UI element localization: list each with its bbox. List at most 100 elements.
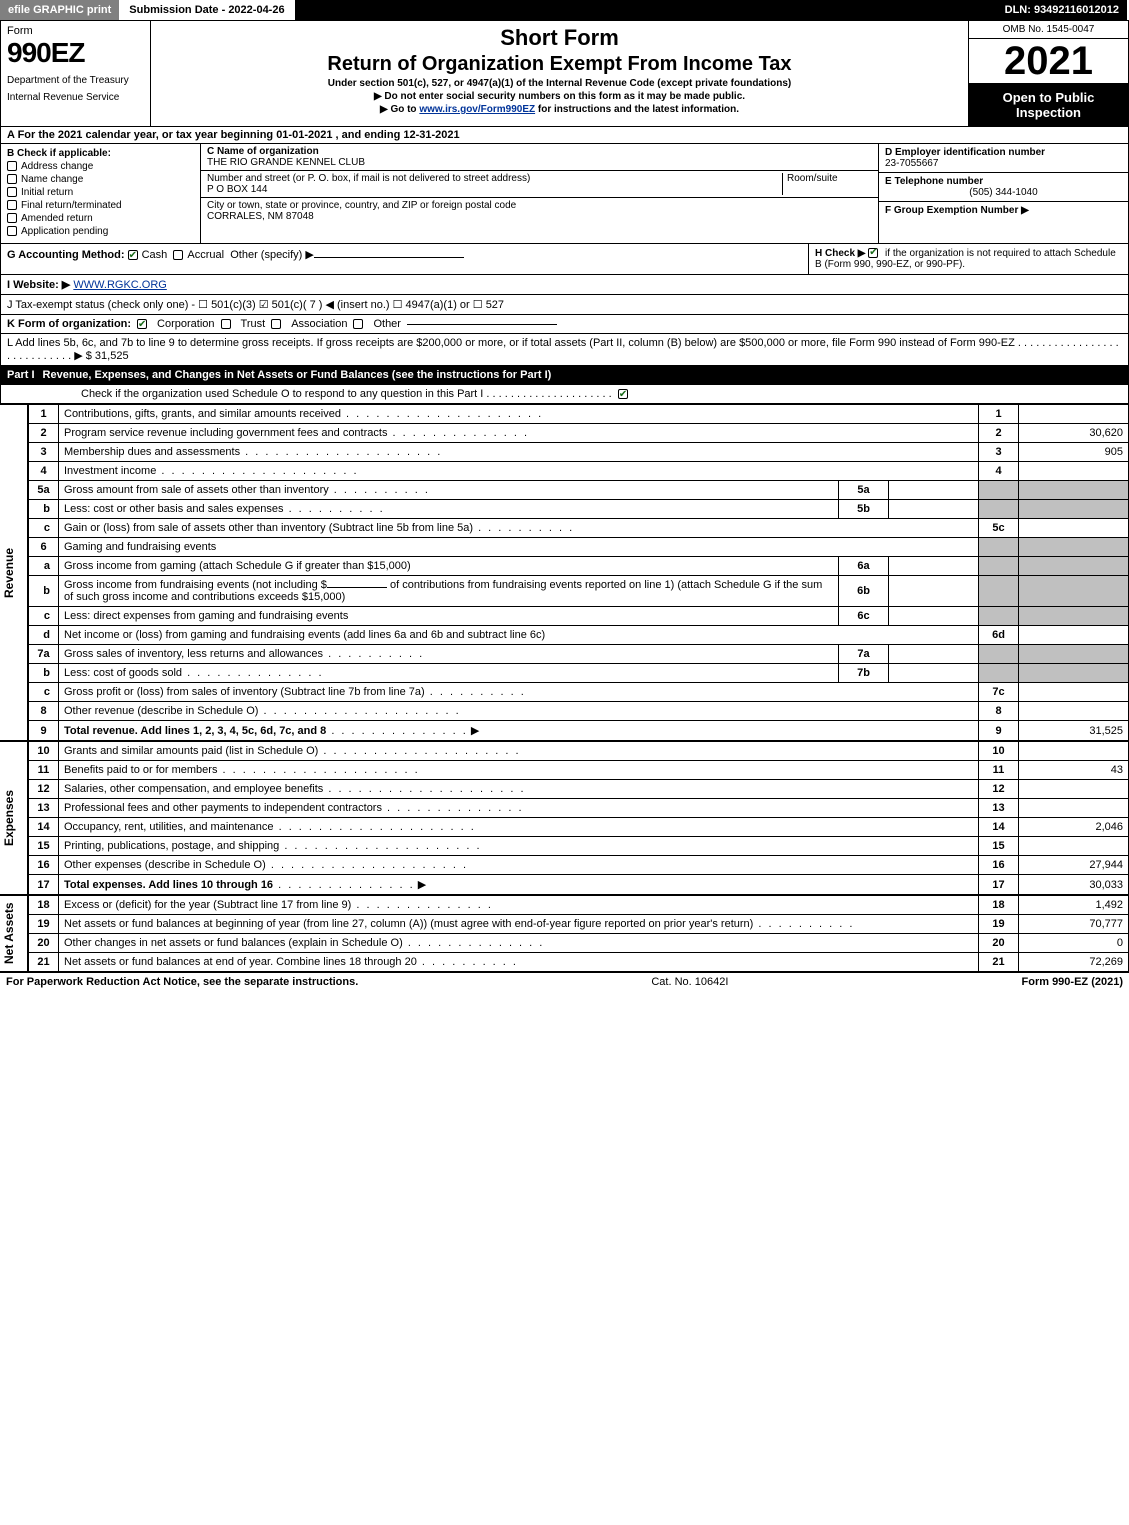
org-name: THE RIO GRANDE KENNEL CLUB	[207, 157, 872, 168]
line-13: 13Professional fees and other payments t…	[29, 799, 1129, 818]
open-to-public: Open to Public Inspection	[969, 84, 1128, 126]
line-5c: cGain or (loss) from sale of assets othe…	[29, 519, 1129, 538]
chk-h-not-required[interactable]	[868, 248, 878, 258]
k-label: K Form of organization:	[7, 318, 131, 330]
form-header: Form 990EZ Department of the Treasury In…	[0, 20, 1129, 127]
expenses-side-label: Expenses	[0, 741, 28, 895]
info-block: B Check if applicable: Address change Na…	[0, 144, 1129, 244]
chk-final-return[interactable]: Final return/terminated	[7, 200, 194, 211]
part1-check-line: Check if the organization used Schedule …	[0, 385, 1129, 404]
line-3: 3Membership dues and assessments3905	[29, 443, 1129, 462]
goto-pre: ▶ Go to	[380, 104, 419, 115]
efile-label[interactable]: efile GRAPHIC print	[0, 0, 121, 20]
row-i-website: I Website: ▶ WWW.RGKC.ORG	[0, 275, 1129, 295]
goto-link[interactable]: www.irs.gov/Form990EZ	[419, 104, 535, 115]
row-j-tax-exempt: J Tax-exempt status (check only one) - ☐…	[0, 295, 1129, 315]
line-8: 8Other revenue (describe in Schedule O)8	[29, 702, 1129, 721]
col-def: D Employer identification number 23-7055…	[878, 144, 1128, 243]
line-5b: bLess: cost or other basis and sales exp…	[29, 500, 1129, 519]
other-org-blank	[407, 324, 557, 325]
org-name-row: C Name of organization THE RIO GRANDE KE…	[201, 144, 878, 171]
org-addr: P O BOX 144	[207, 184, 782, 195]
line-9: 9Total revenue. Add lines 1, 2, 3, 4, 5c…	[29, 721, 1129, 741]
line-6: 6Gaming and fundraising events	[29, 538, 1129, 557]
line-7b: bLess: cost of goods sold7b	[29, 664, 1129, 683]
expenses-table: 10Grants and similar amounts paid (list …	[28, 741, 1129, 895]
footer-right: Form 990-EZ (2021)	[1022, 976, 1124, 988]
line-12: 12Salaries, other compensation, and empl…	[29, 780, 1129, 799]
net-assets-side-label: Net Assets	[0, 895, 28, 972]
line-5a: 5aGross amount from sale of assets other…	[29, 481, 1129, 500]
row-h: H Check ▶ if the organization is not req…	[808, 244, 1128, 274]
chk-application-pending[interactable]: Application pending	[7, 226, 194, 237]
website-link[interactable]: WWW.RGKC.ORG	[73, 279, 167, 291]
form-word: Form	[7, 25, 144, 37]
line-4: 4Investment income4	[29, 462, 1129, 481]
dept-treasury: Department of the Treasury	[7, 75, 144, 86]
return-title: Return of Organization Exempt From Incom…	[159, 53, 960, 76]
line-6a: aGross income from gaming (attach Schedu…	[29, 557, 1129, 576]
net-assets-section: Net Assets 18Excess or (deficit) for the…	[0, 895, 1129, 972]
chk-address-change[interactable]: Address change	[7, 161, 194, 172]
line-17: 17Total expenses. Add lines 10 through 1…	[29, 875, 1129, 895]
net-assets-table: 18Excess or (deficit) for the year (Subt…	[28, 895, 1129, 972]
topbar-spacer	[295, 0, 997, 20]
chk-cash[interactable]	[128, 250, 138, 260]
part1-header: Part I Revenue, Expenses, and Changes in…	[0, 366, 1129, 385]
footer-catno: Cat. No. 10642I	[358, 976, 1021, 988]
revenue-section: Revenue 1Contributions, gifts, grants, a…	[0, 404, 1129, 741]
row-l-gross-receipts: L Add lines 5b, 6c, and 7b to line 9 to …	[0, 334, 1129, 366]
chk-name-change[interactable]: Name change	[7, 174, 194, 185]
revenue-side-label: Revenue	[0, 404, 28, 741]
org-city-row: City or town, state or province, country…	[201, 198, 878, 224]
header-center: Short Form Return of Organization Exempt…	[151, 21, 968, 126]
tax-year: 2021	[969, 39, 1128, 84]
line-11: 11Benefits paid to or for members1143	[29, 761, 1129, 780]
line-6b: bGross income from fundraising events (n…	[29, 576, 1129, 607]
ein-label: D Employer identification number	[885, 147, 1122, 158]
line-16: 16Other expenses (describe in Schedule O…	[29, 856, 1129, 875]
chk-corporation[interactable]	[137, 319, 147, 329]
chk-other-org[interactable]	[353, 319, 363, 329]
irs-label: Internal Revenue Service	[7, 92, 144, 103]
org-name-label: C Name of organization	[207, 146, 872, 157]
chk-accrual[interactable]	[173, 250, 183, 260]
goto-post: for instructions and the latest informat…	[538, 104, 739, 115]
room-suite-label: Room/suite	[782, 173, 872, 195]
group-exemption-cell: F Group Exemption Number ▶	[879, 202, 1128, 219]
header-right: OMB No. 1545-0047 2021 Open to Public In…	[968, 21, 1128, 126]
line-6d: dNet income or (loss) from gaming and fu…	[29, 626, 1129, 645]
chk-initial-return[interactable]: Initial return	[7, 187, 194, 198]
addr-label: Number and street (or P. O. box, if mail…	[207, 173, 782, 184]
line-6c: cLess: direct expenses from gaming and f…	[29, 607, 1129, 626]
i-label: I Website: ▶	[7, 279, 70, 291]
line-19: 19Net assets or fund balances at beginni…	[29, 915, 1129, 934]
line-2: 2Program service revenue including gover…	[29, 424, 1129, 443]
no-ssn-note: ▶ Do not enter social security numbers o…	[159, 91, 960, 102]
form-number: 990EZ	[7, 37, 144, 69]
row-g: G Accounting Method: Cash Accrual Other …	[1, 244, 808, 274]
other-specify-blank	[314, 257, 464, 258]
line-21: 21Net assets or fund balances at end of …	[29, 953, 1129, 972]
row-a-tax-year: A For the 2021 calendar year, or tax yea…	[0, 127, 1129, 144]
col-b-header: B Check if applicable:	[7, 148, 194, 159]
col-b-checkboxes: B Check if applicable: Address change Na…	[1, 144, 201, 243]
short-form-title: Short Form	[159, 25, 960, 51]
line-7a: 7aGross sales of inventory, less returns…	[29, 645, 1129, 664]
header-left: Form 990EZ Department of the Treasury In…	[1, 21, 151, 126]
gh-row: G Accounting Method: Cash Accrual Other …	[0, 244, 1129, 275]
col-c-org-info: C Name of organization THE RIO GRANDE KE…	[201, 144, 878, 243]
line-15: 15Printing, publications, postage, and s…	[29, 837, 1129, 856]
expenses-section: Expenses 10Grants and similar amounts pa…	[0, 741, 1129, 895]
line-18: 18Excess or (deficit) for the year (Subt…	[29, 896, 1129, 915]
chk-association[interactable]	[271, 319, 281, 329]
efile-top-bar: efile GRAPHIC print Submission Date - 20…	[0, 0, 1129, 20]
chk-trust[interactable]	[221, 319, 231, 329]
phone-label: E Telephone number	[885, 176, 1122, 187]
chk-amended-return[interactable]: Amended return	[7, 213, 194, 224]
omb-number: OMB No. 1545-0047	[969, 21, 1128, 39]
phone-value: (505) 344-1040	[885, 187, 1122, 198]
footer-left: For Paperwork Reduction Act Notice, see …	[6, 976, 358, 988]
part1-title: Revenue, Expenses, and Changes in Net As…	[43, 369, 1122, 381]
chk-schedule-o-part1[interactable]	[618, 389, 628, 399]
